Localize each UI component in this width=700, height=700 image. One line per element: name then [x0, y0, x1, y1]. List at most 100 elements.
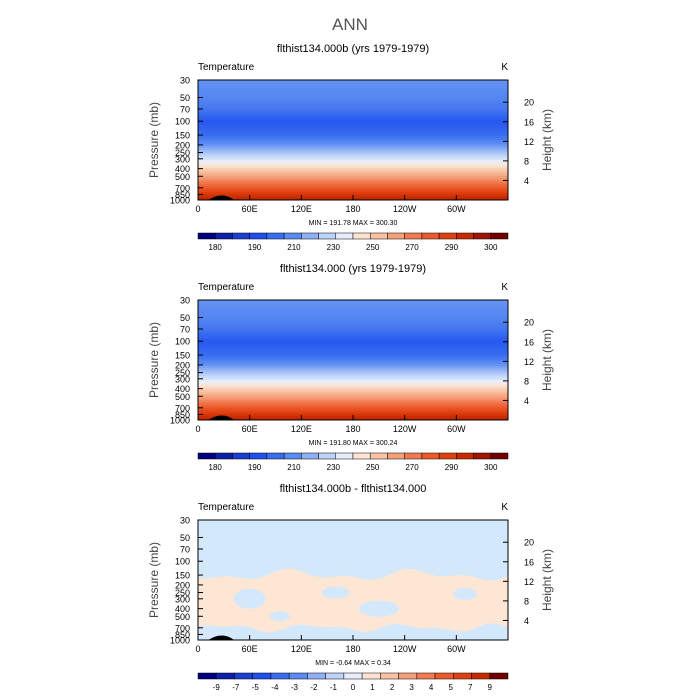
colorbar-label: 290 — [445, 243, 459, 252]
contour-band — [198, 386, 508, 389]
colorbar-label: 270 — [405, 463, 419, 472]
contour-band — [198, 356, 508, 359]
contour-band — [198, 304, 508, 307]
y-tick-label: 300 — [175, 594, 190, 604]
contour-band — [198, 190, 508, 193]
y-tick-label: 200 — [175, 580, 190, 590]
colorbar-swatch — [404, 452, 423, 460]
y-tick-label: 50 — [180, 313, 190, 323]
contour-negative-region — [321, 586, 350, 599]
x-tick-label: 60W — [447, 424, 466, 434]
y-tick-label: 700 — [175, 623, 190, 633]
contour-band — [198, 312, 508, 315]
contour-band — [198, 86, 508, 89]
colorbar-swatch — [438, 232, 457, 240]
x-tick-label: 120W — [393, 424, 417, 434]
colorbar-label: -1 — [330, 683, 338, 692]
colorbar-swatch — [335, 452, 354, 460]
y2-tick-label: 4 — [524, 396, 529, 406]
colorbar-swatch — [318, 232, 337, 240]
x-tick-label: 180 — [345, 644, 360, 654]
contour-band — [198, 366, 508, 369]
contour-band — [198, 120, 508, 123]
x-tick-label: 60W — [447, 204, 466, 214]
y-tick-label: 400 — [175, 384, 190, 394]
units-label: K — [501, 282, 508, 293]
contour-band — [198, 354, 508, 357]
y2-tick-label: 20 — [524, 538, 534, 548]
colorbar-swatch — [301, 232, 319, 240]
colorbar-label: 210 — [287, 463, 301, 472]
contour-band — [198, 310, 508, 313]
y-tick-label: 1000 — [170, 416, 190, 426]
colorbar-label: 4 — [429, 683, 434, 692]
contour-field — [198, 300, 508, 420]
contour-band — [198, 332, 508, 335]
colorbar-swatch — [434, 672, 454, 680]
contour-band — [198, 308, 508, 311]
y2-tick-label: 12 — [524, 357, 534, 367]
colorbar-label: 0 — [351, 683, 356, 692]
colorbar-swatch — [416, 672, 436, 680]
colorbar-label: 190 — [248, 243, 262, 252]
contour-band — [198, 406, 508, 409]
colorbar-swatch — [361, 672, 381, 680]
variable-label: Temperature — [198, 502, 255, 513]
y-tick-label: 400 — [175, 604, 190, 614]
contour-band — [198, 184, 508, 187]
y-axis-label: Pressure (mb) — [147, 542, 161, 618]
y-tick-label: 850 — [175, 630, 190, 640]
contour-band — [198, 182, 508, 185]
colorbar-label: 5 — [448, 683, 453, 692]
contour-band — [198, 136, 508, 139]
contour-band — [198, 318, 508, 321]
colorbar-swatch — [421, 452, 440, 460]
y-tick-label: 700 — [175, 403, 190, 413]
y2-tick-label: 4 — [524, 176, 529, 186]
y2-axis-label: Height (km) — [540, 109, 554, 171]
y-tick-label: 100 — [175, 557, 190, 567]
contour-band — [198, 132, 508, 135]
panel-2: flthist134.000 (yrs 1979-1979) Temperatur… — [147, 263, 554, 472]
y-tick-label: 70 — [180, 104, 190, 114]
x-tick-label: 180 — [345, 204, 360, 214]
y-tick-label: 100 — [175, 117, 190, 127]
contour-band — [198, 142, 508, 145]
colorbar-swatch — [249, 232, 268, 240]
colorbar-swatch — [473, 452, 492, 460]
y-tick-label: 50 — [180, 93, 190, 103]
y-tick-label: 200 — [175, 140, 190, 150]
y2-tick-label: 16 — [524, 117, 534, 127]
colorbar-swatch — [283, 452, 302, 460]
contour-band — [198, 358, 508, 361]
contour-band — [198, 328, 508, 331]
contour-band — [198, 326, 508, 329]
colorbar-swatch — [266, 452, 285, 460]
colorbar-swatch — [197, 672, 217, 680]
contour-band — [198, 122, 508, 125]
contour-band — [198, 126, 508, 129]
contour-band — [198, 350, 508, 353]
y-tick-label: 100 — [175, 337, 190, 347]
contour-band — [198, 98, 508, 101]
colorbar-label: 300 — [484, 463, 498, 472]
contour-field — [198, 80, 508, 200]
contour-band — [198, 330, 508, 333]
colorbar-label: 1 — [370, 683, 375, 692]
contour-band — [198, 352, 508, 355]
contour-band — [198, 396, 508, 399]
contour-band — [198, 156, 508, 159]
min-max-stats: MIN = 191.78 MAX = 300.30 — [309, 220, 398, 227]
y-tick-label: 250 — [175, 368, 190, 378]
contour-band — [198, 92, 508, 95]
contour-band — [198, 398, 508, 401]
contour-band — [198, 94, 508, 97]
contour-band — [198, 392, 508, 395]
min-max-stats: MIN = 191.80 MAX = 300.24 — [309, 440, 398, 447]
contour-band — [198, 154, 508, 157]
contour-band — [198, 172, 508, 175]
y-tick-label: 250 — [175, 148, 190, 158]
contour-band — [198, 170, 508, 173]
x-tick-label: 180 — [345, 424, 360, 434]
colorbar-swatch — [387, 452, 405, 460]
